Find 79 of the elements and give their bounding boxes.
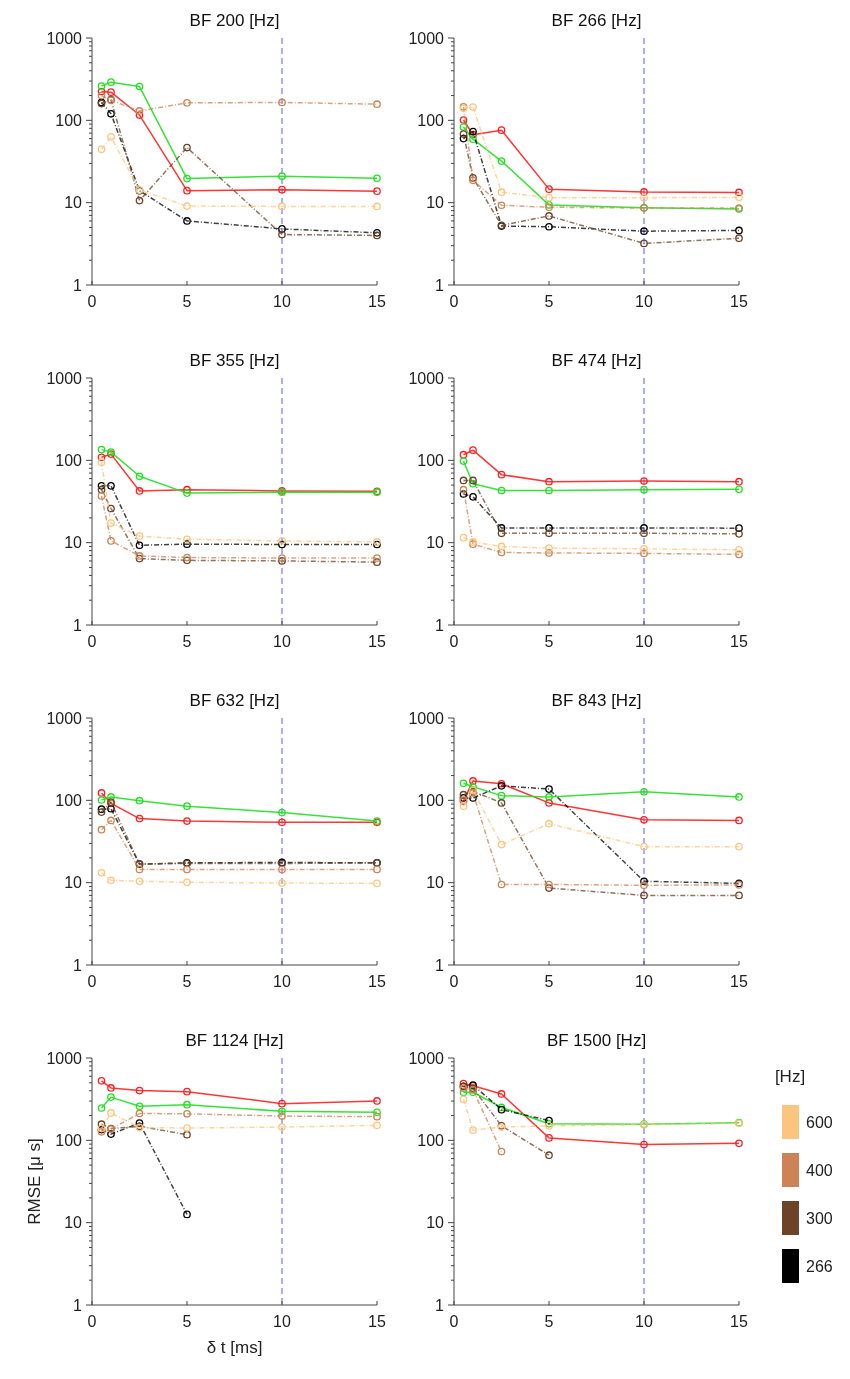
x-tick-label: 10 [635,1313,653,1330]
y-tick-label: 1 [73,956,83,974]
y-tick-label: 100 [417,791,445,809]
x-tick-label: 0 [87,973,97,990]
y-tick-label: 100 [417,451,445,469]
y-tick-label: 1 [73,1296,83,1314]
y-tick-label: 100 [417,111,445,129]
x-tick-label: 15 [730,1313,748,1330]
y-tick-label: 1 [435,956,445,974]
x-tick-label: 10 [273,293,291,310]
x-tick-label: 15 [730,973,748,990]
y-tick-label: 10 [64,534,83,552]
x-tick-label: 5 [544,293,554,310]
y-tick-label: 10 [64,194,83,212]
chart-title: BF 632 [Hz] [189,691,280,710]
chart-title: BF 200 [Hz] [189,11,280,30]
chart-title: BF 1500 [Hz] [546,1031,647,1050]
legend-label: 300 [806,1209,833,1227]
legend-title: [Hz] [774,1067,806,1086]
y-tick-label: 100 [55,111,83,129]
y-tick-label: 1000 [46,29,83,47]
x-tick-label: 0 [87,293,97,310]
y-tick-label: 100 [55,451,83,469]
x-tick-label: 5 [544,1313,554,1330]
y-tick-label: 10 [64,874,83,892]
x-tick-label: 5 [182,1313,192,1330]
y-tick-label: 10 [426,534,445,552]
y-tick-label: 10 [426,1214,445,1232]
x-tick-label: 10 [635,973,653,990]
x-tick-label: 15 [368,973,386,990]
x-tick-label: 15 [730,633,748,650]
x-tick-label: 0 [449,293,459,310]
y-tick-label: 1 [435,616,445,634]
x-tick-label: 5 [182,293,192,310]
x-axis-title: δ t [ms] [206,1338,263,1357]
x-tick-label: 5 [544,633,554,650]
x-tick-label: 10 [635,293,653,310]
y-axis-title: RMSE [μ s] [25,1138,44,1225]
y-tick-label: 1000 [408,709,445,727]
x-tick-label: 15 [368,293,386,310]
x-tick-label: 10 [273,1313,291,1330]
y-tick-label: 1000 [46,709,83,727]
x-tick-label: 0 [87,1313,97,1330]
legend-label: 400 [806,1161,833,1179]
x-tick-label: 10 [273,973,291,990]
x-tick-label: 10 [635,633,653,650]
y-tick-label: 10 [426,874,445,892]
x-tick-label: 0 [449,973,459,990]
y-tick-label: 1000 [408,369,445,387]
x-tick-label: 5 [182,973,192,990]
x-tick-label: 0 [87,633,97,650]
y-tick-label: 1 [435,1296,445,1314]
y-tick-label: 100 [55,1131,83,1149]
y-tick-label: 1000 [46,369,83,387]
chart-title: BF 355 [Hz] [189,351,280,370]
y-tick-label: 1 [73,276,83,294]
x-tick-label: 5 [544,973,554,990]
x-tick-label: 15 [368,633,386,650]
x-tick-label: 15 [730,293,748,310]
y-tick-label: 1 [73,616,83,634]
x-tick-label: 0 [449,1313,459,1330]
x-tick-label: 10 [273,633,291,650]
y-tick-label: 10 [64,1214,83,1232]
y-tick-label: 100 [417,1131,445,1149]
chart-title: BF 1124 [Hz] [185,1031,284,1050]
y-tick-label: 100 [55,791,83,809]
legend-label: 266 [806,1257,833,1275]
legend-label: 600 [806,1113,833,1131]
y-tick-label: 10 [426,194,445,212]
x-tick-label: 0 [449,633,459,650]
y-tick-label: 1000 [46,1049,83,1067]
chart-title: BF 266 [Hz] [551,11,642,30]
chart-title: BF 843 [Hz] [551,691,642,710]
x-tick-label: 15 [368,1313,386,1330]
y-tick-label: 1 [435,276,445,294]
y-tick-label: 1000 [408,29,445,47]
x-tick-label: 5 [182,633,192,650]
chart-title: BF 474 [Hz] [551,351,642,370]
y-tick-label: 1000 [408,1049,445,1067]
